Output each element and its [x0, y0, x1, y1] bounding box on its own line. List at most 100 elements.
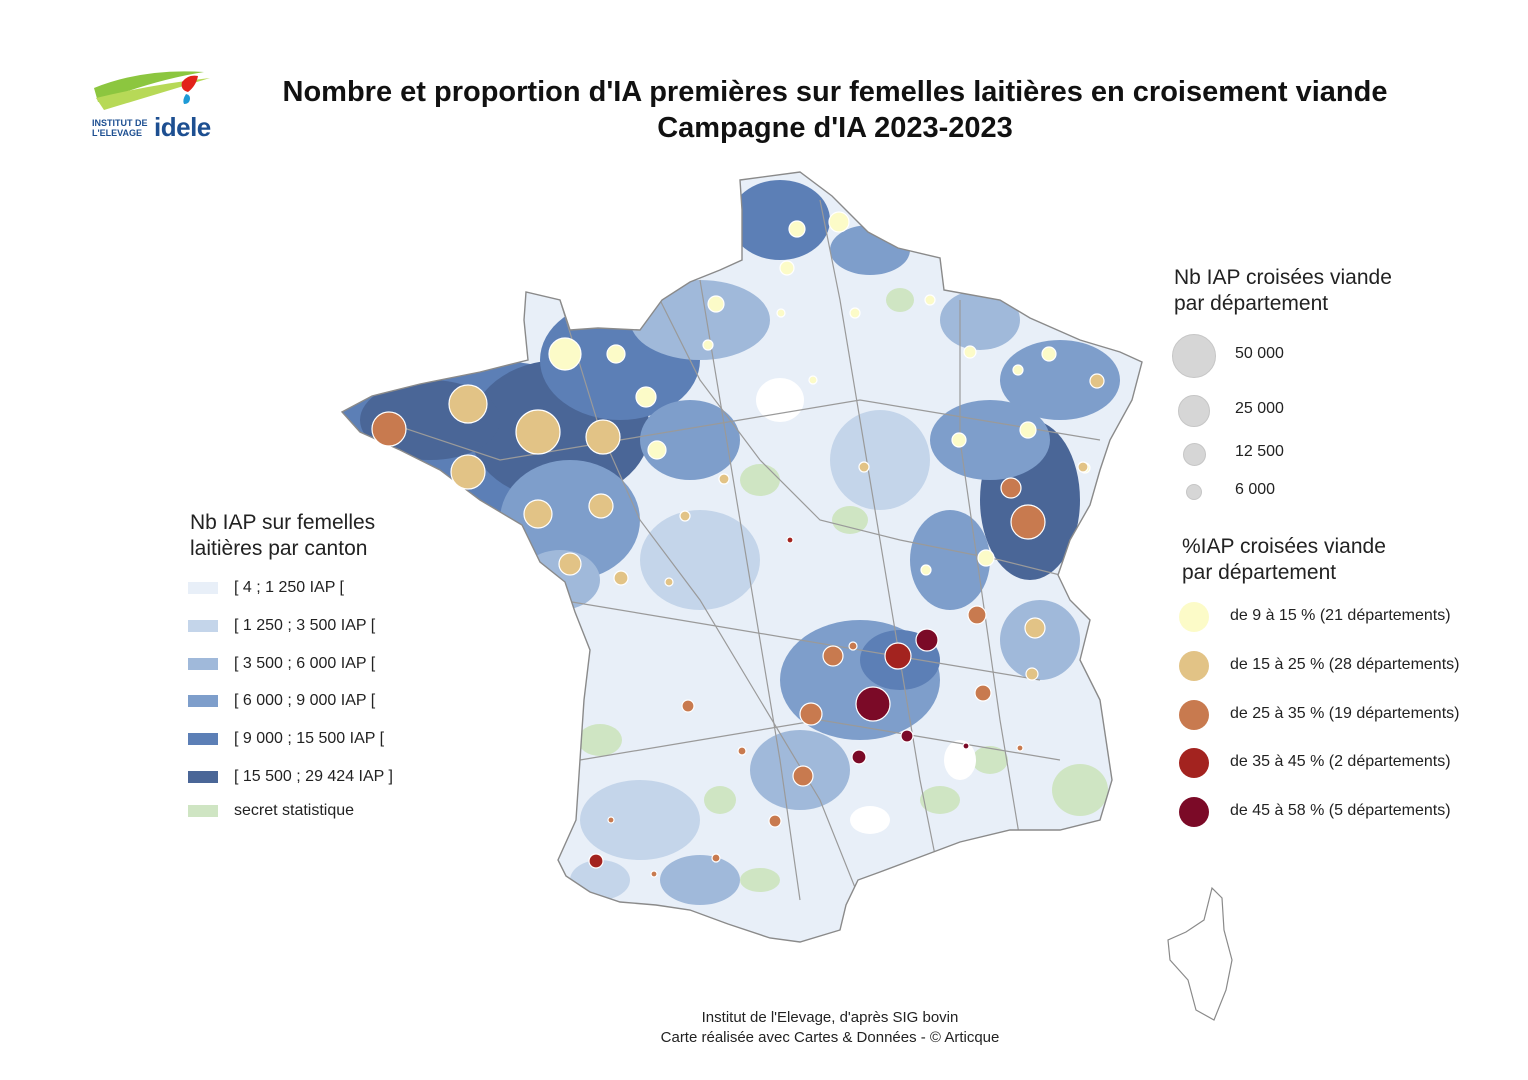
pct-legend-circle	[1179, 748, 1209, 779]
canton-legend-item: [ 3 500 ; 6 000 IAP [	[188, 655, 375, 673]
canton-legend-swatch	[188, 619, 218, 632]
department-circle	[786, 536, 794, 544]
department-circle	[606, 344, 626, 364]
canton-legend-item: [ 4 ; 1 250 IAP [	[188, 579, 344, 597]
logo-brand-text: idele	[154, 112, 211, 142]
canton-legend-swatch	[188, 582, 218, 594]
department-circle	[963, 345, 977, 359]
canton-legend-swatch	[188, 695, 218, 708]
size-legend-label: 6 000	[1235, 481, 1276, 498]
pct-legend-title: %IAP croisées viande par département	[1182, 535, 1386, 584]
department-circle	[450, 454, 486, 490]
department-circle	[613, 570, 629, 586]
department-circle	[1024, 617, 1046, 639]
department-circle	[900, 729, 914, 743]
canton-legend-label: [ 9 000 ; 15 500 IAP [	[234, 730, 385, 748]
pct-legend-label: de 25 à 35 % (19 départements)	[1230, 704, 1460, 722]
canton-legend-item: [ 6 000 ; 9 000 IAP [	[188, 692, 375, 710]
department-circle	[647, 440, 667, 460]
department-circle	[1012, 364, 1024, 376]
size-legend-circle	[1178, 395, 1210, 427]
department-circle	[588, 853, 604, 869]
department-circle	[851, 749, 867, 765]
department-circle	[681, 699, 695, 713]
size-legend-circle	[1172, 334, 1216, 378]
source-line1: Institut de l'Elevage, d'après SIG bovin	[701, 1009, 959, 1026]
department-circle	[849, 307, 861, 319]
canton-legend-title: Nb IAP sur femelles laitières par canton	[190, 511, 376, 560]
department-circle	[924, 294, 936, 306]
department-circle	[371, 411, 407, 447]
canton-legend-label: secret statistique	[234, 801, 355, 819]
department-circles	[371, 211, 1105, 878]
department-circle	[792, 765, 814, 787]
department-circle	[523, 499, 553, 529]
department-circle	[585, 419, 621, 455]
canton-legend-label: [ 4 ; 1 250 IAP [	[234, 579, 344, 596]
department-circle	[977, 549, 995, 567]
department-circle	[588, 493, 614, 519]
canton-legend-item: secret statistique	[188, 802, 354, 820]
department-circle	[1077, 461, 1089, 473]
canton-legend-item: [ 1 250 ; 3 500 IAP [	[188, 617, 375, 635]
department-circle	[607, 816, 615, 824]
size-legend-circle	[1182, 442, 1206, 466]
department-circle	[515, 409, 561, 455]
canton-legend-swatch	[188, 771, 218, 783]
size-legend-title: Nb IAP croisées viande par département	[1174, 266, 1392, 315]
department-circle	[1000, 477, 1022, 499]
canton-legend-label: [ 6 000 ; 9 000 IAP [	[234, 692, 376, 710]
department-circle	[828, 211, 850, 233]
map-title-line2: Campagne d'IA 2023-2023	[657, 112, 1013, 144]
department-circle	[650, 870, 658, 878]
map-title-line1: Nombre et proportion d'IA premières sur …	[282, 76, 1388, 108]
pct-legend-circle	[1179, 699, 1209, 730]
department-circle	[711, 853, 721, 863]
canton-legend-label: [ 15 500 ; 29 424 IAP ]	[234, 768, 393, 785]
department-circle	[1010, 504, 1046, 540]
canton-legend-label: [ 3 500 ; 6 000 IAP [	[234, 654, 376, 672]
department-circle	[974, 684, 992, 702]
canton-legend-label: [ 1 250 ; 3 500 IAP [	[234, 616, 376, 634]
canton-legend-item: [ 9 000 ; 15 500 IAP [	[188, 730, 384, 748]
department-circle	[884, 642, 912, 670]
department-circle	[951, 432, 967, 448]
department-circle	[718, 473, 730, 485]
logo-institution-text: INSTITUT DE L'ELEVAGE	[92, 118, 148, 138]
size-legend-label: 25 000	[1235, 400, 1284, 417]
department-circle	[848, 641, 858, 651]
pct-legend-circle	[1179, 797, 1209, 828]
department-circle	[822, 645, 844, 667]
corsica-outline	[1167, 886, 1233, 1021]
pct-legend-label: de 15 à 25 % (28 départements)	[1230, 655, 1460, 673]
department-circle	[558, 552, 582, 576]
department-circle	[707, 295, 725, 313]
department-circle	[788, 220, 806, 238]
pct-legend-circle	[1179, 602, 1209, 632]
department-circle	[1041, 346, 1057, 362]
department-circle	[1089, 373, 1105, 389]
department-circle	[779, 260, 795, 276]
department-circle	[915, 628, 939, 652]
map-title: Nombre et proportion d'IA premières sur …	[230, 74, 1440, 146]
canton-legend-swatch	[188, 804, 218, 817]
department-circle	[635, 386, 657, 408]
department-circle	[548, 337, 582, 371]
department-circle	[1025, 667, 1039, 681]
department-circle	[858, 461, 870, 473]
size-legend-label: 50 000	[1235, 345, 1284, 362]
department-circle	[1016, 744, 1024, 752]
department-circle	[664, 577, 674, 587]
department-circle	[776, 308, 786, 318]
department-circle	[737, 746, 747, 756]
department-circle	[1019, 421, 1037, 439]
pct-legend-label: de 9 à 15 % (21 départements)	[1230, 607, 1451, 624]
pct-legend-label: de 45 à 58 % (5 départements)	[1230, 802, 1451, 820]
department-circle	[679, 510, 691, 522]
size-legend-circle	[1185, 483, 1203, 501]
canton-legend-item: [ 15 500 ; 29 424 IAP ]	[188, 768, 393, 786]
department-circle	[962, 742, 970, 750]
size-legend-label: 12 500	[1235, 443, 1284, 460]
pct-legend-label: de 35 à 45 % (2 départements)	[1230, 753, 1451, 771]
